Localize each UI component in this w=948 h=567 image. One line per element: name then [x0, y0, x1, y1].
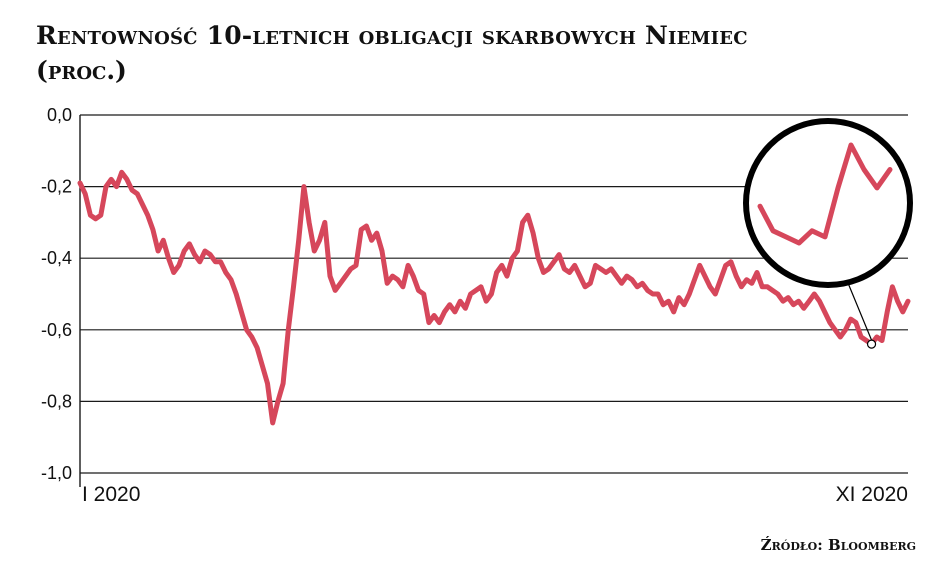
y-tick-label: 0,0 — [47, 105, 72, 125]
x-tick-label: I 2020 — [82, 483, 140, 506]
magnifier-circle — [743, 118, 913, 288]
y-tick-label: -0,8 — [41, 391, 72, 411]
x-axis: I 2020 XI 2020 — [82, 483, 908, 506]
magnifier-connector — [847, 282, 873, 341]
y-tick-label: -1,0 — [41, 463, 72, 483]
y-tick-label: -0,4 — [41, 248, 72, 268]
x-tick-label: XI 2020 — [836, 483, 908, 506]
yield-line — [77, 169, 911, 426]
chart-subtitle: (proc.) — [36, 56, 127, 85]
highlight-point — [866, 339, 877, 349]
source-note: Źródło: Bloomberg — [760, 536, 916, 554]
magnified-yield-line — [757, 142, 893, 246]
chart-title: Rentowność 10-letnich obligacji skarbowy… — [36, 21, 748, 50]
y-tick-label: -0,2 — [41, 177, 72, 197]
magnifier-annotation — [743, 118, 913, 349]
y-tick-label: -0,6 — [41, 320, 72, 340]
y-axis: 0,0 -0,2 -0,4 -0,6 -0,8 -1,0 — [41, 105, 72, 483]
